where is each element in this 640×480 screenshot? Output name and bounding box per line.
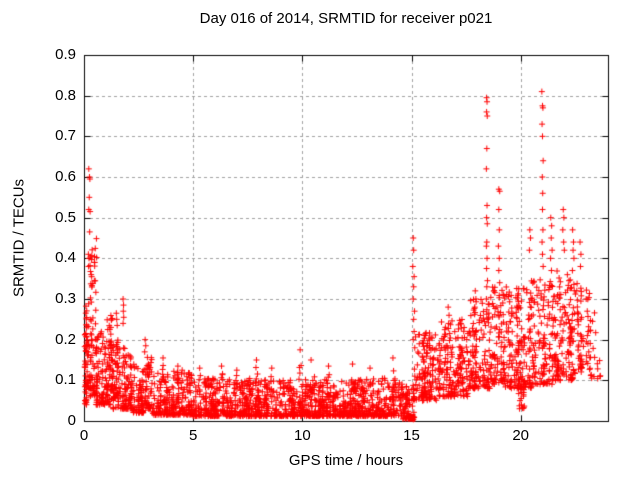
y-tick-label: 0.2 bbox=[55, 330, 76, 348]
y-tick-label: 0.5 bbox=[55, 208, 76, 226]
x-tick-label: 10 bbox=[293, 427, 311, 444]
x-tick-label: 5 bbox=[188, 427, 198, 444]
chart-title: Day 016 of 2014, SRMTID for receiver p02… bbox=[199, 10, 493, 27]
x-axis-label: GPS time / hours bbox=[288, 452, 404, 469]
y-tick-label: 0.8 bbox=[55, 86, 76, 104]
x-tick-label: 0 bbox=[79, 427, 89, 444]
y-tick-label: 0.1 bbox=[55, 371, 76, 389]
y-tick-label: 0.9 bbox=[55, 46, 76, 63]
y-tick-label: 0 bbox=[67, 412, 76, 429]
y-axis-label: SRMTID / TECUs bbox=[10, 178, 28, 298]
y-tick-label: 0.3 bbox=[55, 290, 76, 307]
y-tick-label: 0.6 bbox=[55, 168, 76, 185]
x-tick-label: 15 bbox=[403, 427, 420, 444]
y-tick-label: 0.7 bbox=[55, 127, 76, 145]
x-tick-label: 20 bbox=[512, 427, 529, 444]
y-tick-label: 0.4 bbox=[55, 249, 76, 267]
